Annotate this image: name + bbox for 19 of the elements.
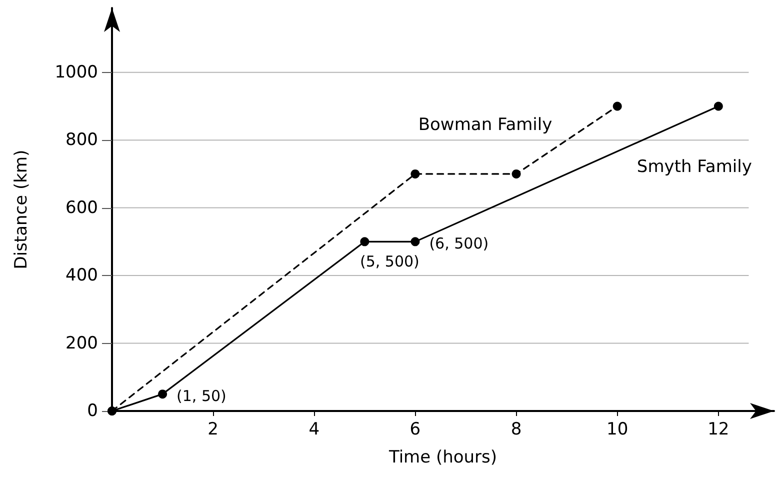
y-tick-label: 200 xyxy=(66,333,98,354)
x-tick-label: 4 xyxy=(308,420,320,440)
annotation: (6, 500) xyxy=(429,234,489,253)
x-tick-label: 12 xyxy=(708,420,730,440)
x-tick-label: 6 xyxy=(410,420,421,440)
series-label: Smyth Family xyxy=(636,157,752,178)
annotation: (5, 500) xyxy=(360,252,420,271)
y-tick-label: 0 xyxy=(87,401,98,421)
annotation: (1, 50) xyxy=(176,387,226,406)
y-tick-label: 400 xyxy=(66,266,98,286)
x-axis-title: Time (hours) xyxy=(388,448,498,468)
y-tick-label: 600 xyxy=(66,198,98,218)
x-tick-label: 10 xyxy=(606,420,628,440)
x-tick-label: 2 xyxy=(208,420,218,440)
y-tick-label: 1000 xyxy=(54,62,98,82)
x-tick-label: 8 xyxy=(510,420,522,440)
series-label: Bowman Family xyxy=(418,114,552,135)
y-tick-label: 800 xyxy=(66,130,98,150)
y-axis-title: Distance (km) xyxy=(12,150,32,270)
